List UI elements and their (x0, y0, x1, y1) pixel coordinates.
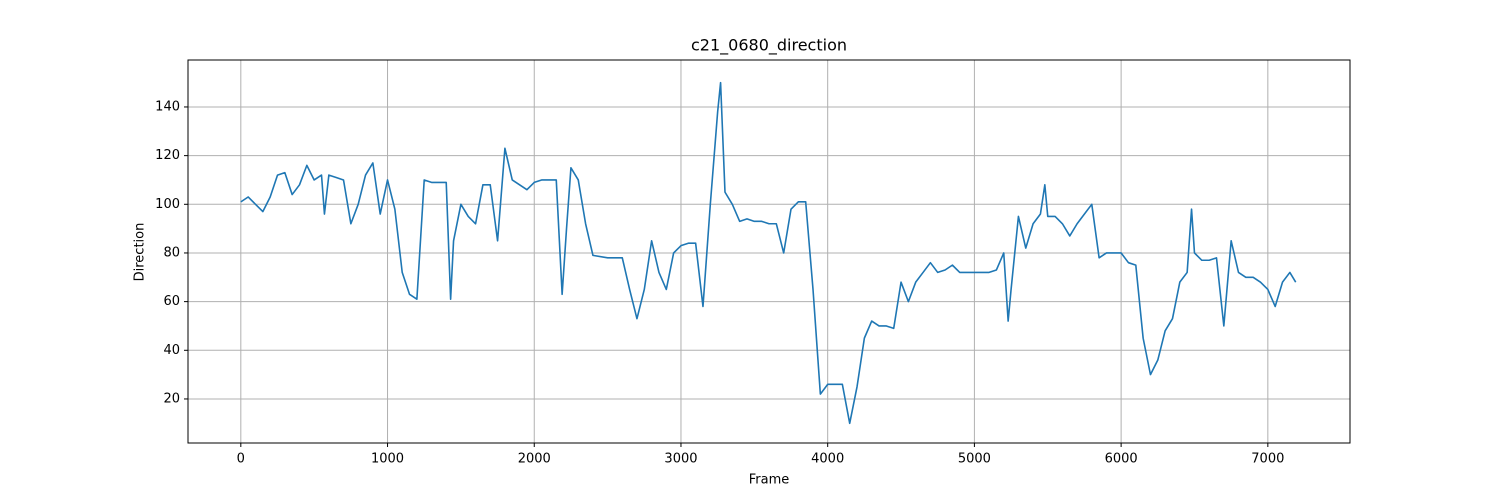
y-axis-label: Direction (133, 223, 148, 282)
x-tick-label: 5000 (958, 452, 991, 467)
x-tick-label: 7000 (1251, 452, 1284, 467)
y-tick-label: 120 (155, 148, 180, 163)
y-tick-label: 40 (163, 343, 180, 358)
x-tick-label: 2000 (518, 452, 551, 467)
x-tick-label: 3000 (664, 452, 697, 467)
y-tick-label: 140 (155, 99, 180, 114)
x-tick-label: 0 (237, 452, 245, 467)
chart-title: c21_0680_direction (691, 36, 847, 56)
y-tick-label: 100 (155, 197, 180, 212)
x-axis-label: Frame (749, 473, 790, 488)
x-tick-label: 1000 (371, 452, 404, 467)
y-tick-label: 80 (163, 245, 180, 260)
plot-frame (187, 59, 1351, 444)
x-tick-label: 6000 (1105, 452, 1138, 467)
data-line (240, 81, 1297, 425)
x-tick-label: 4000 (811, 452, 844, 467)
y-tick-label: 60 (163, 294, 180, 309)
y-tick-label: 20 (163, 391, 180, 406)
